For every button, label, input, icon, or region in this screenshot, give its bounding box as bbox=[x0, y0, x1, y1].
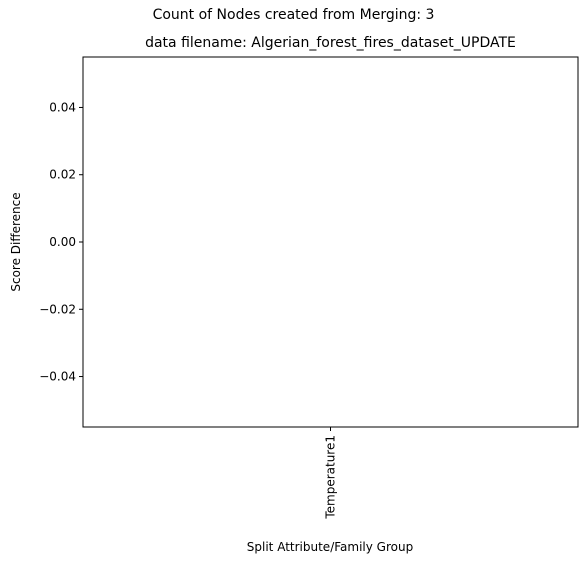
y-axis-ticks: 0.04 0.02 0.00 −0.02 −0.04 bbox=[39, 100, 83, 384]
plot-area-frame bbox=[82, 56, 579, 428]
y-axis-label: Score Difference bbox=[9, 192, 23, 291]
figure-suptitle: Count of Nodes created from Merging: 3 bbox=[152, 7, 435, 23]
x-axis-label: Split Attribute/Family Group bbox=[247, 540, 413, 554]
y-tick-label: −0.02 bbox=[39, 302, 76, 316]
x-tick-label: Temperature1 bbox=[324, 435, 338, 520]
x-axis-ticks: Temperature1 bbox=[324, 427, 338, 520]
y-tick-label: −0.04 bbox=[39, 370, 76, 384]
y-tick-label: 0.02 bbox=[49, 168, 76, 182]
chart-title: data filename: Algerian_forest_fires_dat… bbox=[145, 35, 516, 51]
y-tick-label: 0.00 bbox=[49, 235, 76, 249]
y-tick-label: 0.04 bbox=[49, 100, 76, 114]
